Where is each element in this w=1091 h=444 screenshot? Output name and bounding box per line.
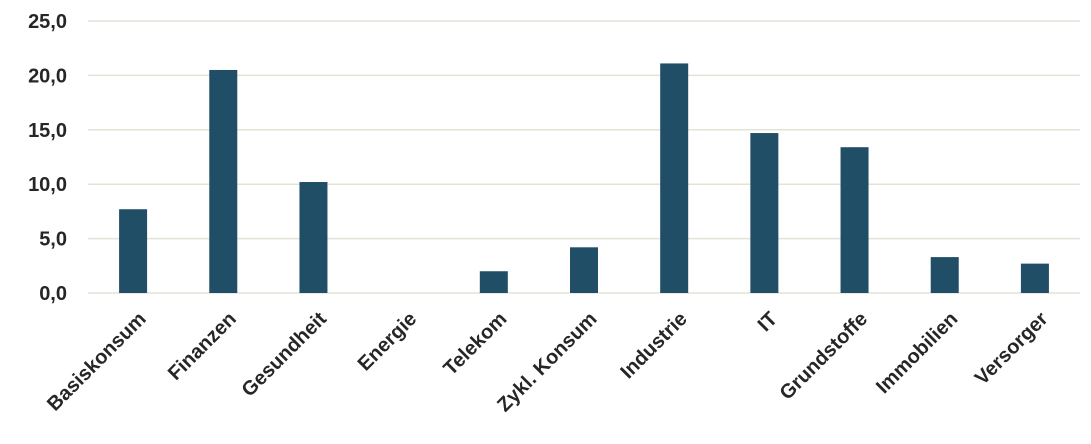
y-tick-label: 15,0 xyxy=(28,120,67,142)
bar-telekom xyxy=(479,271,508,293)
x-category-label: Finanzen xyxy=(164,308,241,385)
bars xyxy=(119,63,1049,294)
gridlines xyxy=(88,20,1080,294)
x-category-label: Energie xyxy=(354,308,421,375)
y-tick-label: 5,0 xyxy=(39,229,67,251)
x-category-label: Basiskonsum xyxy=(43,308,151,416)
x-category-label: Grundstoffe xyxy=(776,308,872,404)
bar-basiskonsum xyxy=(119,209,148,293)
bar-gesundheit xyxy=(299,182,328,293)
x-category-label: Immobilien xyxy=(872,308,962,398)
y-tick-label: 10,0 xyxy=(28,174,67,196)
y-tick-label: 20,0 xyxy=(28,65,67,87)
x-category-label: IT xyxy=(754,308,782,336)
bar-industrie xyxy=(660,63,689,293)
y-axis-tick-labels: 0,0 5,0 10,0 15,0 20,0 25,0 xyxy=(28,11,67,305)
x-category-label: Versorger xyxy=(971,308,1053,390)
x-category-label: Industrie xyxy=(616,308,691,383)
x-category-label: Telekom xyxy=(439,308,511,380)
y-tick-label: 25,0 xyxy=(28,11,67,33)
y-tick-label: 0,0 xyxy=(39,283,67,305)
bar-it xyxy=(750,133,779,293)
bar-grundstoffe xyxy=(840,147,869,293)
bar-versorger xyxy=(1020,263,1049,293)
bar-zykl-konsum xyxy=(570,247,598,293)
x-category-label: Gesundheit xyxy=(238,308,332,402)
bar-immobilien xyxy=(930,257,959,293)
bar-finanzen xyxy=(209,69,238,294)
